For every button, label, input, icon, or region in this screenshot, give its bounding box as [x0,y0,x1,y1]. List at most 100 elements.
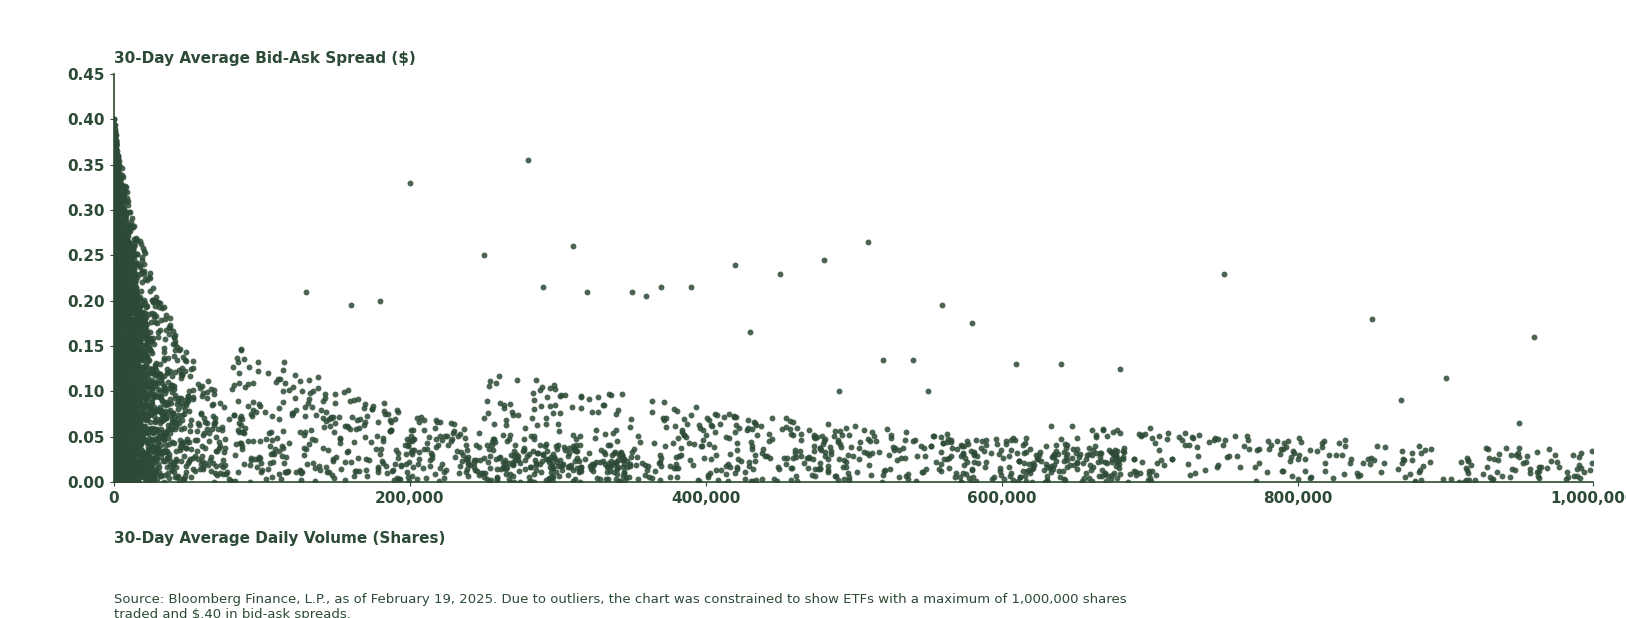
Point [117,402,143,412]
Point [114,296,140,306]
Point [104,441,130,451]
Point [102,381,128,391]
Point [441,426,467,436]
Point [112,305,138,315]
Point [117,248,143,258]
Point [112,208,138,218]
Point [119,217,145,227]
Point [283,467,309,477]
Point [109,258,135,268]
Point [938,437,964,447]
Point [106,282,132,292]
Point [120,444,146,454]
Point [111,391,137,401]
Point [102,386,128,396]
Point [862,431,888,441]
Point [1006,456,1033,466]
Point [106,234,132,244]
Point [102,354,128,364]
Point [117,372,143,382]
Point [102,458,128,468]
Point [114,331,140,341]
Point [111,370,137,380]
Point [177,371,203,381]
Point [102,350,128,360]
Point [104,231,130,240]
Point [107,405,133,415]
Point [104,161,130,171]
Point [593,474,620,484]
Point [107,187,133,197]
Point [117,436,143,446]
Point [109,464,135,474]
Point [610,453,636,463]
Point [163,345,189,355]
Point [111,194,137,204]
Point [150,408,176,418]
Point [117,336,143,346]
Point [111,383,137,393]
Point [167,344,193,354]
Point [111,392,137,402]
Point [109,410,135,420]
Point [301,458,327,468]
Point [190,428,216,438]
Point [102,257,128,267]
Point [101,271,127,281]
Point [132,449,158,459]
Point [483,378,509,388]
Point [1455,457,1481,467]
Point [107,375,133,385]
Point [990,453,1016,463]
Point [104,237,130,247]
Point [114,357,140,367]
Point [102,340,128,350]
Point [102,413,128,423]
Point [1480,475,1506,485]
Point [101,448,127,458]
Point [935,454,961,464]
Point [106,358,132,368]
Point [117,417,143,426]
Point [460,455,486,465]
Point [138,441,164,451]
Point [1231,441,1257,451]
Point [111,369,137,379]
Point [150,415,176,425]
Point [920,431,946,441]
Point [815,468,841,478]
Point [107,405,133,415]
Point [311,421,337,431]
Point [145,437,171,447]
Point [112,226,138,235]
Point [115,304,141,314]
Point [584,457,610,467]
Point [120,331,146,341]
Point [236,436,262,446]
Point [397,476,423,486]
Point [1446,476,1472,486]
Point [107,375,133,384]
Point [106,216,132,226]
Point [111,221,137,231]
Point [117,206,143,216]
Point [120,457,146,467]
Point [102,300,128,310]
Point [132,455,158,465]
Point [112,331,138,341]
Point [107,353,133,363]
Point [125,318,151,328]
Point [115,425,141,435]
Point [982,434,1008,444]
Point [102,331,128,341]
Point [826,454,852,464]
Point [319,470,345,480]
Point [101,429,127,439]
Point [112,279,138,289]
Point [145,318,171,328]
Point [1385,464,1411,474]
Point [125,331,151,341]
Point [159,417,185,426]
Point [109,284,135,294]
Point [106,234,132,244]
